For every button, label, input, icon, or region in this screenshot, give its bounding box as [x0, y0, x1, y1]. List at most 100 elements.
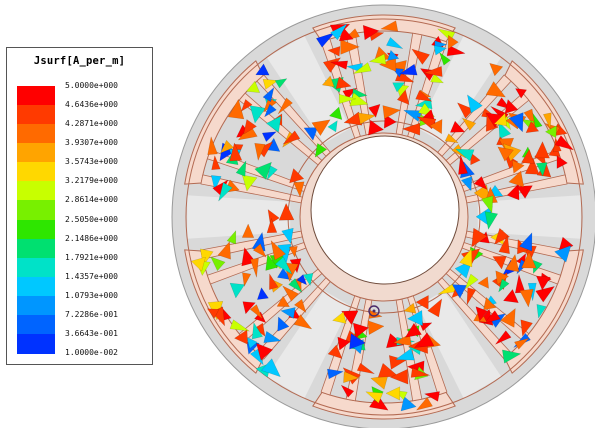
- legend-swatch: [17, 238, 55, 259]
- legend-swatch: [17, 181, 55, 201]
- legend-swatch: [17, 276, 55, 297]
- current-arrow: [458, 155, 468, 175]
- current-arrow: [492, 256, 507, 270]
- current-arrow: [277, 97, 293, 115]
- slot-gap: [477, 195, 581, 239]
- current-arrow: [536, 304, 547, 319]
- current-arrow: [506, 183, 520, 201]
- current-arrow: [335, 76, 352, 90]
- current-arrow: [281, 227, 294, 245]
- legend-tick-label: 5.0000e+000: [65, 81, 118, 90]
- current-arrow: [249, 304, 263, 320]
- current-arrow: [235, 160, 247, 177]
- current-arrow: [311, 119, 331, 137]
- current-arrow: [502, 349, 522, 364]
- current-arrow: [447, 34, 459, 50]
- slot-gap: [187, 195, 291, 239]
- current-arrow: [444, 133, 459, 144]
- current-arrow: [430, 73, 444, 84]
- current-arrow: [508, 112, 524, 133]
- current-arrow: [262, 79, 279, 90]
- current-arrow: [328, 106, 343, 120]
- current-arrow: [494, 227, 510, 245]
- current-arrow: [368, 53, 387, 65]
- current-arrow: [211, 175, 222, 191]
- marker-ring: [368, 305, 380, 317]
- current-arrow: [190, 256, 206, 272]
- current-arrow: [330, 23, 348, 41]
- current-arrow: [261, 358, 281, 378]
- slot-gap: [266, 35, 351, 144]
- current-arrow: [455, 148, 475, 162]
- current-arrow: [483, 310, 501, 324]
- current-arrow: [282, 285, 299, 302]
- current-arrow: [327, 344, 343, 359]
- current-arrow: [498, 278, 510, 293]
- current-arrow: [481, 195, 494, 214]
- current-arrow: [423, 66, 443, 77]
- current-arrow: [367, 320, 385, 335]
- legend-tick-label: 1.7921e+000: [65, 252, 118, 262]
- current-arrow: [483, 296, 497, 311]
- current-arrow: [254, 311, 267, 324]
- current-density-arrows: [190, 20, 575, 412]
- current-arrow: [256, 342, 274, 361]
- current-arrow: [330, 60, 348, 70]
- current-arrow: [467, 94, 483, 114]
- current-arrow: [242, 272, 252, 287]
- current-arrow: [362, 24, 380, 41]
- current-arrow: [322, 57, 342, 73]
- current-arrow: [521, 148, 535, 165]
- current-arrow: [265, 253, 278, 271]
- current-arrow: [535, 162, 548, 177]
- legend-swatch: [17, 333, 55, 354]
- current-arrow: [471, 227, 488, 248]
- current-arrow: [241, 223, 255, 238]
- current-arrow: [495, 330, 512, 345]
- current-arrow: [505, 254, 520, 273]
- current-arrow: [269, 273, 279, 290]
- current-arrow: [489, 62, 504, 77]
- current-arrow: [206, 308, 220, 319]
- current-arrow: [554, 135, 575, 151]
- current-arrow: [498, 121, 512, 140]
- current-arrow: [252, 243, 267, 258]
- current-arrow: [398, 63, 418, 76]
- current-arrow: [303, 272, 314, 286]
- color-legend: Jsurf[A_per_m] 5.0000e+000 4.6436e+000 4.2…: [6, 47, 153, 365]
- current-arrow: [315, 32, 336, 48]
- current-arrow: [340, 39, 360, 55]
- current-arrow: [229, 142, 243, 162]
- current-arrow: [512, 159, 525, 174]
- current-arrow: [433, 45, 447, 56]
- current-arrow: [220, 139, 234, 154]
- current-arrow: [229, 282, 245, 299]
- current-arrow: [377, 362, 399, 378]
- current-arrow: [264, 103, 277, 118]
- current-arrow: [556, 155, 568, 169]
- current-arrow: [383, 114, 397, 129]
- current-arrow: [274, 256, 293, 275]
- current-arrow: [456, 102, 474, 119]
- current-arrow: [508, 170, 525, 188]
- current-arrow: [515, 88, 527, 99]
- current-arrow: [401, 122, 421, 136]
- current-arrow: [261, 131, 277, 142]
- current-arrow: [270, 239, 287, 261]
- current-arrow: [404, 322, 422, 338]
- current-arrow: [521, 251, 537, 269]
- legend-tick-label: 3.2179e+000: [65, 176, 118, 186]
- legend-swatch: [17, 295, 55, 316]
- current-arrow: [504, 99, 519, 114]
- current-arrow: [415, 295, 429, 310]
- current-arrow: [392, 333, 412, 346]
- current-arrow: [498, 234, 510, 254]
- current-arrow: [427, 298, 443, 318]
- legend-swatch: [17, 143, 55, 163]
- current-arrow: [500, 307, 516, 328]
- current-arrow: [293, 314, 313, 330]
- legend-title: Jsurf[A_per_m]: [33, 55, 126, 67]
- current-arrow: [314, 143, 328, 158]
- legend-tick-label: 3.9307e+000: [65, 138, 118, 148]
- current-arrow: [289, 168, 305, 184]
